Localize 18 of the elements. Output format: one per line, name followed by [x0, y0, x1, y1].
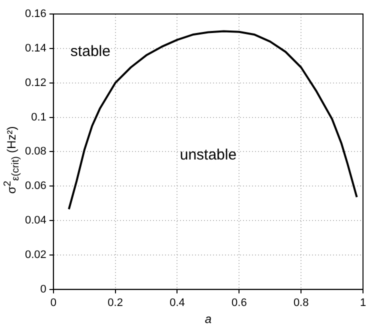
y-tick-label: 0.12	[24, 76, 46, 89]
x-axis-title: a	[204, 312, 212, 326]
x-tick-label: 0.2	[108, 297, 123, 310]
y-tick-label: 0.14	[24, 42, 46, 54]
x-tick-label: 0.6	[232, 297, 247, 310]
y-tick-label: 0.06	[24, 180, 46, 192]
y-tick-label: 0.16	[24, 8, 46, 20]
y-tick-label: 0.04	[24, 214, 46, 227]
x-tick-label: 0.4	[170, 297, 185, 310]
y-tick-label: 0.08	[24, 146, 46, 158]
x-tick-label: 0.8	[293, 297, 309, 310]
y-tick-label: 0.02	[24, 249, 46, 262]
annotation: unstable	[180, 146, 237, 164]
y-tick-label: 0	[40, 283, 46, 296]
y-tick-label: 0.1	[31, 111, 46, 124]
x-tick-label: 0	[50, 297, 56, 310]
x-tick-label: 1	[360, 297, 366, 310]
annotation: stable	[70, 43, 110, 60]
